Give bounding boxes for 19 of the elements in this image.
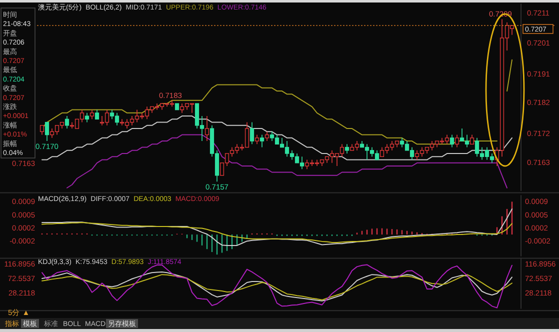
candlestick (94, 109, 100, 120)
candlestick (250, 122, 254, 145)
line-series (42, 208, 512, 246)
line-series (66, 134, 508, 188)
candlestick (84, 112, 90, 123)
candlestick (254, 134, 260, 145)
candlestick (44, 122, 50, 142)
candlestick (450, 134, 454, 148)
candlestick (260, 134, 264, 148)
candlestick (454, 134, 460, 148)
candlestick (264, 131, 270, 142)
line-series (42, 264, 512, 308)
candlestick (470, 134, 474, 145)
candlestick (64, 116, 70, 129)
candlestick (344, 144, 350, 154)
line-series (42, 222, 512, 244)
candlestick (204, 116, 210, 142)
candlestick (40, 125, 44, 136)
candlestick (90, 109, 94, 120)
